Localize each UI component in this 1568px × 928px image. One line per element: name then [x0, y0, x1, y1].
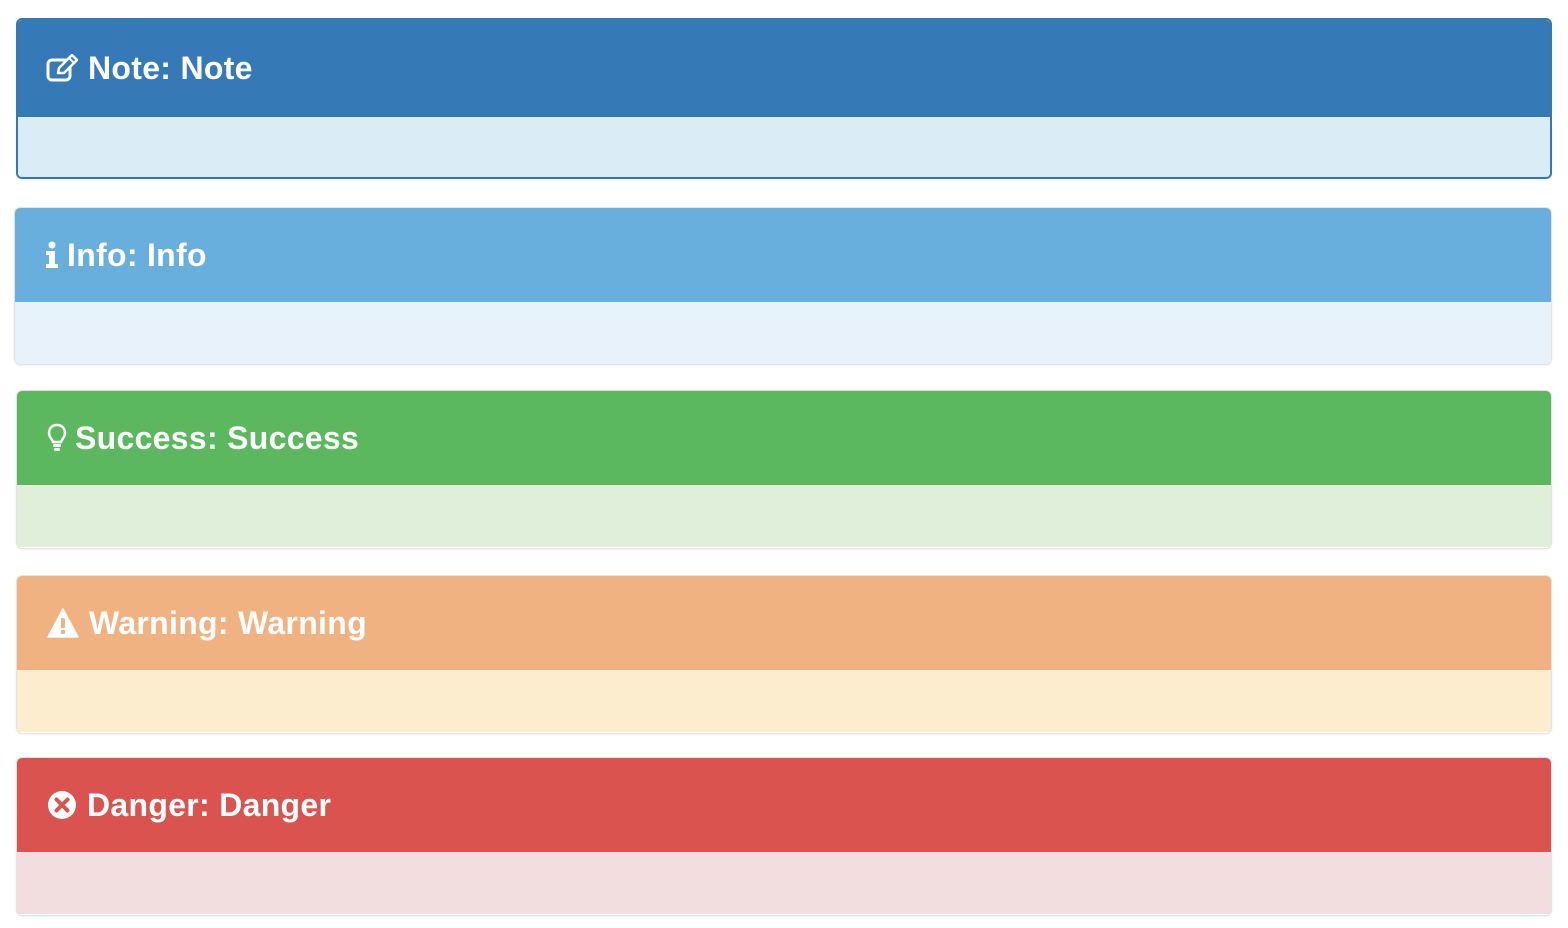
success-panel-body: [17, 485, 1551, 547]
note-panel-title: Note: Note: [88, 50, 253, 86]
lightbulb-icon: [47, 422, 67, 454]
warning-panel-body: [17, 670, 1551, 732]
note-panel-body: [18, 117, 1550, 177]
success-panel-title: Success: Success: [75, 419, 360, 456]
times-circle-icon: [47, 789, 77, 821]
note-panel: Note: Note: [16, 18, 1552, 179]
info-panel: Info: Info: [14, 207, 1552, 365]
success-panel: Success: Success: [16, 390, 1552, 549]
danger-panel-body: [17, 852, 1551, 914]
info-icon: [45, 239, 59, 271]
danger-panel-heading: Danger: Danger: [17, 758, 1551, 852]
warning-panel-title: Warning: Warning: [89, 604, 367, 641]
info-panel-heading: Info: Info: [15, 208, 1551, 302]
warning-panel: Warning: Warning: [16, 575, 1552, 734]
info-panel-title: Info: Info: [67, 236, 207, 273]
info-panel-body: [15, 302, 1551, 364]
danger-panel: Danger: Danger: [16, 757, 1552, 916]
warning-triangle-icon: [47, 607, 79, 639]
success-panel-heading: Success: Success: [17, 391, 1551, 485]
edit-icon: [46, 53, 78, 85]
warning-panel-heading: Warning: Warning: [17, 576, 1551, 670]
danger-panel-title: Danger: Danger: [87, 786, 332, 823]
note-panel-heading: Note: Note: [18, 20, 1550, 117]
